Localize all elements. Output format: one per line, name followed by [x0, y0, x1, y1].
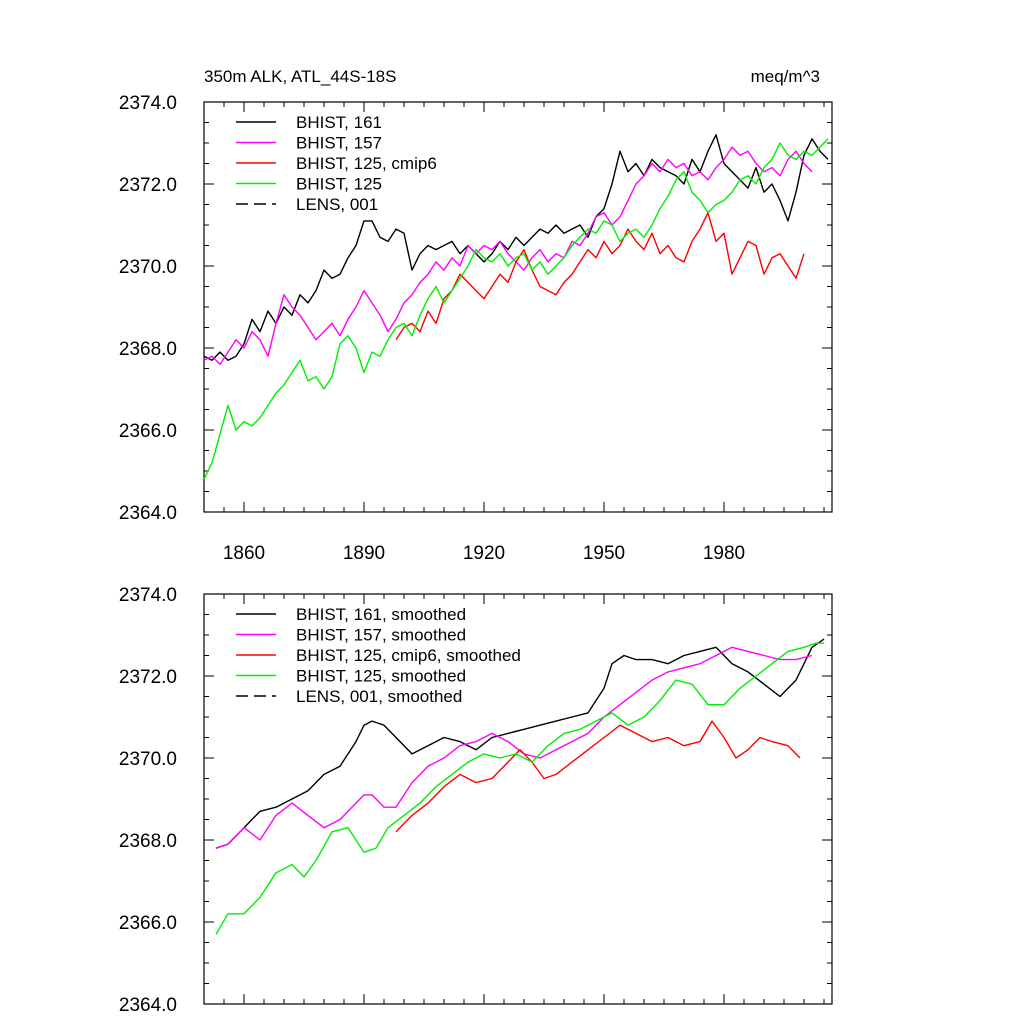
top-series-line-3 [395, 211, 805, 341]
top-x-tick-label: 1860 [223, 543, 265, 564]
top-y-tick-label: 2372.0 [119, 175, 177, 196]
figure-title: 350m ALK, ATL_44S-18S [204, 67, 396, 86]
top-chart-panel: 1860 1890 1920 1950 1980 2364.0 2366.0 2368.0 23… [119, 93, 833, 564]
top-y-tick-label: 2364.0 [119, 503, 177, 524]
units-label: meq/m^3 [751, 67, 820, 86]
bottom-series-line-4 [215, 642, 824, 935]
bottom-y-tick-label: 2364.0 [119, 995, 177, 1016]
bottom-y-tick-label: 2368.0 [119, 831, 177, 852]
top-legend-label: BHIST, 125, cmip6 [296, 154, 437, 173]
top-series-line-4 [203, 138, 829, 480]
top-legend-label: LENS, 001 [296, 195, 378, 214]
top-legend-label: BHIST, 161 [296, 113, 382, 132]
bottom-legend-label: BHIST, 125, smoothed [296, 667, 466, 686]
bottom-legend-label: LENS, 001, smoothed [296, 687, 462, 706]
bottom-series-line-1 [215, 638, 825, 849]
top-legend-label: BHIST, 157 [296, 134, 382, 153]
bottom-y-tick-label: 2372.0 [119, 667, 177, 688]
bottom-chart-panel: 2364.0 2366.0 2368.0 2370.0 2372.0 2374.0 BHIS… [119, 585, 833, 1016]
top-legend-label: BHIST, 125 [296, 175, 382, 194]
top-y-tick-label: 2366.0 [119, 421, 177, 442]
top-x-tick-label: 1890 [343, 543, 385, 564]
bottom-series-line-2 [215, 646, 813, 849]
top-x-tick-label: 1950 [583, 543, 625, 564]
top-x-tick-label: 1980 [703, 543, 745, 564]
top-series-line-1 [203, 134, 829, 361]
bottom-legend-label: BHIST, 161, smoothed [296, 605, 466, 624]
bottom-series-line-3 [395, 720, 801, 833]
top-x-tick-label: 1920 [463, 543, 505, 564]
bottom-y-tick-label: 2374.0 [119, 585, 177, 606]
top-series-line-2 [203, 146, 813, 366]
top-y-tick-label: 2368.0 [119, 339, 177, 360]
top-y-tick-label: 2374.0 [119, 93, 177, 114]
bottom-legend-label: BHIST, 125, cmip6, smoothed [296, 646, 521, 665]
top-y-tick-label: 2370.0 [119, 257, 177, 278]
bottom-legend-label: BHIST, 157, smoothed [296, 626, 466, 645]
bottom-y-tick-label: 2366.0 [119, 913, 177, 934]
bottom-y-tick-label: 2370.0 [119, 749, 177, 770]
